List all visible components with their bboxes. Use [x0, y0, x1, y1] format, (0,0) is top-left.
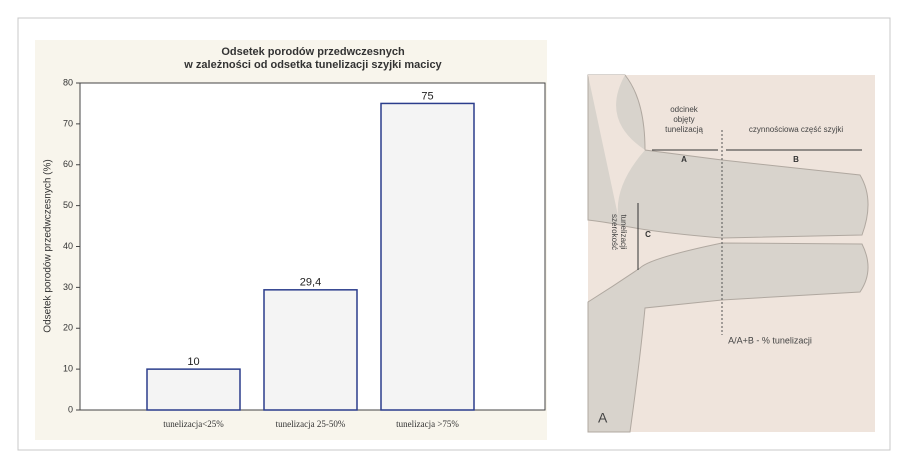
value-label: 29,4	[300, 277, 321, 289]
y-tick-label: 0	[68, 404, 73, 414]
diagram-label: A/A+B - % tunelizacji	[728, 335, 812, 345]
x-tick-label: tunelizacja >75%	[396, 419, 459, 429]
y-tick-label: 70	[63, 118, 73, 128]
x-tick-label: tunelizacja<25%	[163, 419, 224, 429]
chart-title: Odsetek porodów przedwczesnych	[221, 46, 405, 58]
y-tick-label: 80	[63, 77, 73, 87]
diagram-label: C	[645, 230, 651, 239]
y-tick-label: 60	[63, 159, 73, 169]
y-tick-label: 40	[63, 241, 73, 251]
panel-label: A	[598, 410, 608, 426]
diagram-label: szerokość	[610, 214, 619, 250]
value-label: 10	[187, 356, 199, 368]
diagram: odcinek objęty tunelizacją czynnościowa …	[588, 75, 875, 432]
diagram-label: odcinek	[670, 105, 699, 114]
diagram-label: tunelizacji	[619, 214, 628, 249]
bar	[264, 290, 357, 410]
value-label: 75	[421, 90, 433, 102]
y-axis-label: Odsetek porodów przedwczesnych (%)	[43, 159, 54, 332]
diagram-label: czynnościowa część szyjki	[749, 125, 843, 134]
chart-title: w zależności od odsetka tunelizacji szyj…	[183, 59, 442, 71]
page: Odsetek porodów przedwczesnych w zależno…	[0, 0, 908, 465]
diagram-label: objęty	[673, 115, 694, 124]
diagram-label: A	[681, 155, 687, 164]
y-tick-label: 10	[63, 364, 73, 374]
bar	[147, 369, 240, 410]
y-tick-label: 20	[63, 323, 73, 333]
x-tick-label: tunelizacja 25-50%	[276, 419, 346, 429]
bar	[381, 103, 474, 410]
diagram-label: tunelizacją	[665, 125, 703, 134]
diagram-label: B	[793, 155, 799, 164]
y-tick-label: 50	[63, 200, 73, 210]
y-tick-label: 30	[63, 282, 73, 292]
